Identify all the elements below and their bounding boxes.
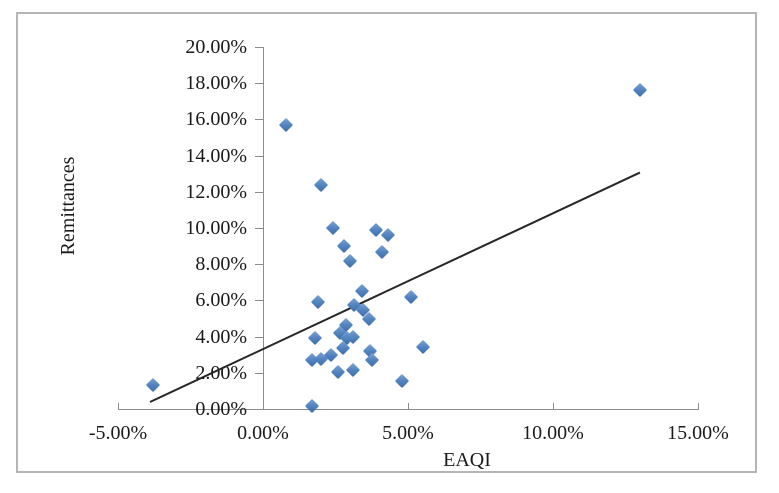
y-tick-label: 16.00% bbox=[185, 108, 247, 131]
y-tick-label: 6.00% bbox=[195, 289, 247, 312]
y-tick-label: 12.00% bbox=[185, 180, 247, 203]
data-point bbox=[403, 289, 418, 304]
y-tick bbox=[255, 372, 263, 374]
x-tick bbox=[118, 403, 119, 409]
y-tick-label: 10.00% bbox=[185, 217, 247, 239]
x-tick bbox=[408, 403, 409, 409]
data-point bbox=[395, 373, 410, 389]
data-point bbox=[342, 253, 358, 268]
y-tick bbox=[255, 264, 263, 266]
y-tick-label: 4.00% bbox=[195, 325, 247, 348]
y-tick-label: 20.00% bbox=[185, 36, 247, 58]
y-tick bbox=[255, 300, 263, 302]
y-tick-label: 14.00% bbox=[185, 144, 247, 167]
data-point bbox=[632, 83, 648, 98]
x-axis-line bbox=[118, 409, 699, 410]
data-point bbox=[331, 364, 346, 379]
y-tick bbox=[255, 119, 263, 121]
data-point bbox=[313, 177, 329, 192]
y-tick-label: 0.00% bbox=[195, 398, 247, 420]
y-tick bbox=[255, 409, 263, 410]
y-tick bbox=[255, 228, 263, 229]
y-tick bbox=[255, 191, 263, 193]
x-tick-label: 15.00% bbox=[667, 422, 729, 444]
x-tick-label: 0.00% bbox=[237, 422, 289, 444]
data-point bbox=[311, 295, 326, 310]
data-point bbox=[279, 117, 294, 132]
y-tick-label: 2.00% bbox=[195, 361, 247, 384]
y-axis-line bbox=[263, 47, 264, 410]
x-tick bbox=[263, 403, 264, 409]
data-point bbox=[415, 340, 430, 355]
data-point bbox=[308, 330, 323, 345]
data-point bbox=[325, 220, 340, 236]
data-point bbox=[305, 399, 320, 414]
trendline bbox=[149, 171, 641, 404]
data-point bbox=[345, 363, 360, 378]
x-axis-title: EAQI bbox=[443, 449, 491, 471]
data-point bbox=[374, 244, 389, 259]
y-tick bbox=[255, 47, 263, 48]
y-tick-label: 8.00% bbox=[195, 253, 247, 276]
x-tick bbox=[698, 403, 699, 409]
data-point bbox=[354, 284, 369, 299]
y-tick-label: 18.00% bbox=[185, 72, 247, 95]
y-tick bbox=[255, 336, 263, 338]
y-tick bbox=[255, 83, 263, 85]
x-tick bbox=[553, 403, 554, 409]
x-tick-label: 5.00% bbox=[382, 422, 434, 444]
data-point bbox=[337, 239, 352, 254]
y-tick bbox=[255, 155, 263, 157]
x-tick-label: 10.00% bbox=[522, 422, 584, 444]
x-tick-label: -5.00% bbox=[88, 422, 148, 444]
